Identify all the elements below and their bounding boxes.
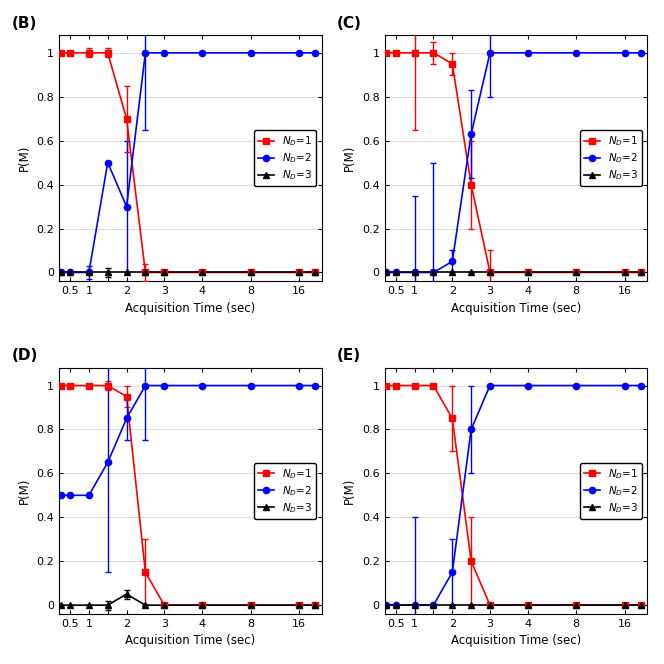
Legend: $N_D$=1, $N_D$=2, $N_D$=3: $N_D$=1, $N_D$=2, $N_D$=3	[580, 130, 642, 186]
Text: (E): (E)	[337, 349, 361, 363]
Y-axis label: P(M): P(M)	[343, 145, 357, 171]
Y-axis label: P(M): P(M)	[343, 477, 357, 504]
Legend: $N_D$=1, $N_D$=2, $N_D$=3: $N_D$=1, $N_D$=2, $N_D$=3	[580, 463, 642, 519]
Y-axis label: P(M): P(M)	[18, 477, 31, 504]
Text: (D): (D)	[11, 349, 38, 363]
X-axis label: Acquisition Time (sec): Acquisition Time (sec)	[451, 634, 581, 647]
Legend: $N_D$=1, $N_D$=2, $N_D$=3: $N_D$=1, $N_D$=2, $N_D$=3	[254, 463, 316, 519]
Legend: $N_D$=1, $N_D$=2, $N_D$=3: $N_D$=1, $N_D$=2, $N_D$=3	[254, 130, 316, 186]
Text: (B): (B)	[11, 15, 37, 31]
Y-axis label: P(M): P(M)	[18, 145, 31, 171]
Text: (C): (C)	[337, 15, 362, 31]
X-axis label: Acquisition Time (sec): Acquisition Time (sec)	[451, 301, 581, 315]
X-axis label: Acquisition Time (sec): Acquisition Time (sec)	[125, 301, 255, 315]
X-axis label: Acquisition Time (sec): Acquisition Time (sec)	[125, 634, 255, 647]
